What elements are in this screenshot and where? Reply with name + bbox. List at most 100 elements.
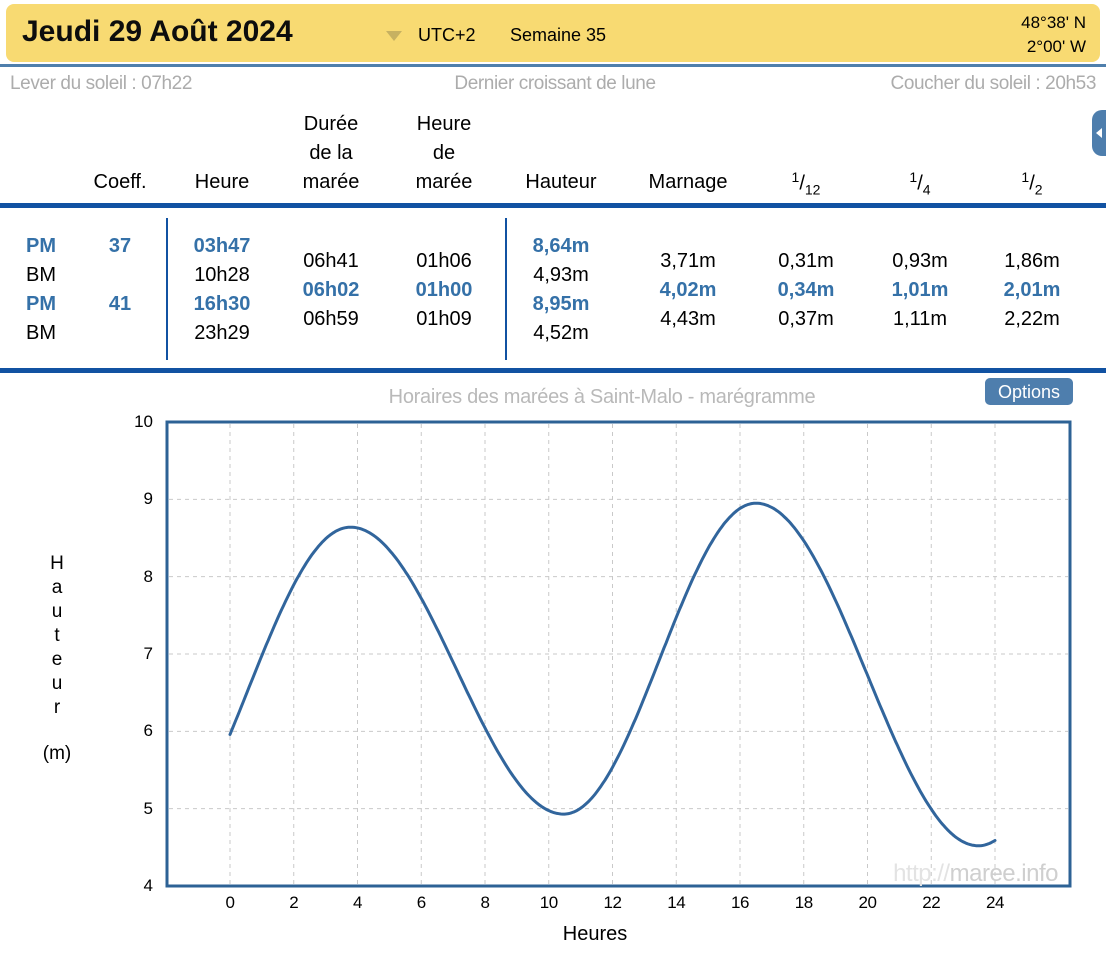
col-header-heure-maree-1: Heure: [416, 113, 472, 135]
watermark-domain: maree.info: [949, 860, 1059, 887]
fraction-numerator: 1: [791, 169, 800, 185]
x-axis-tick-label: 8: [480, 893, 490, 912]
chevron-left-icon: [1096, 128, 1102, 138]
col-header-marnage: Marnage: [648, 171, 728, 193]
x-axis-tick-label: 0: [225, 893, 235, 912]
fraction-numerator: 1: [1021, 169, 1030, 185]
col-header-quarter: 1/4: [909, 169, 931, 198]
tide-type-cell: PM: [26, 293, 56, 315]
half-cell: 2,22m: [1004, 308, 1060, 330]
x-axis-tick-label: 20: [858, 893, 877, 912]
date-dropdown-arrow-icon[interactable]: [386, 31, 402, 41]
table-header-divider-bar: [0, 203, 1106, 208]
col-header-coeff: Coeff.: [93, 171, 147, 193]
x-axis-tick-label: 22: [922, 893, 941, 912]
col-header-half: 1/2: [1021, 169, 1043, 198]
chart-section-divider-bar: [0, 368, 1106, 373]
tide-type-cell: PM: [26, 235, 56, 257]
side-tab[interactable]: [1092, 110, 1106, 156]
col-header-duree-2: de la: [309, 142, 353, 164]
table-divider-line: [505, 218, 507, 360]
moon-phase-label: Dernier croissant de lune: [454, 73, 656, 94]
tide-curve: [228, 501, 997, 848]
tide-time-cell: 03h47: [193, 235, 251, 257]
col-header-duree-1: Durée: [303, 113, 359, 135]
y-axis-tick-label: 5: [143, 798, 153, 818]
coordinates: 48°38' N 2°00' W: [1021, 11, 1086, 59]
tide-time-cell: 16h30: [193, 293, 251, 315]
x-axis-tick-label: 2: [289, 893, 299, 912]
y-axis-tick-label: 8: [143, 566, 153, 586]
date-title[interactable]: Jeudi 29 Août 2024: [22, 15, 293, 48]
header-divider: [0, 64, 1106, 67]
quarter-cell: 0,93m: [892, 250, 948, 272]
tide-duration-cell: 06h41: [303, 250, 359, 272]
tide-duration-cell: 06h59: [303, 308, 359, 330]
x-axis-tick-label: 16: [731, 893, 749, 912]
half-cell: 1,86m: [1004, 250, 1060, 272]
y-axis-tick-label: 6: [143, 721, 153, 741]
y-axis-tick-label: 7: [143, 644, 153, 663]
x-axis-tick-label: 10: [539, 893, 558, 912]
sunrise-label: Lever du soleil : 07h22: [10, 73, 192, 94]
col-header-heure-maree-3: marée: [415, 171, 473, 193]
plot-frame: [165, 420, 1072, 888]
tide-hour-cell: 01h00: [415, 279, 473, 301]
height-cell: 4,52m: [533, 322, 589, 344]
quarter-cell: 1,11m: [892, 308, 948, 330]
week-label: Semaine 35: [510, 25, 607, 45]
col-header-duree-3: marée: [302, 171, 360, 193]
fraction-denominator: 2: [1034, 181, 1043, 198]
x-axis-tick-label: 12: [603, 893, 622, 912]
tide-time-cell: 10h28: [194, 264, 250, 286]
y-axis-unit: (m): [42, 743, 72, 764]
x-axis-tick-label: 6: [416, 893, 426, 912]
x-axis-title: Heures: [562, 923, 628, 945]
longitude-label: 2°00' W: [1026, 37, 1086, 56]
fraction-denominator: 12: [804, 181, 821, 198]
col-header-hauteur: Hauteur: [525, 171, 597, 193]
x-axis-tick-label: 18: [794, 893, 813, 912]
options-button[interactable]: Options: [985, 378, 1073, 405]
watermark: http://maree.info: [893, 860, 1058, 888]
coeff-cell: 41: [108, 293, 132, 315]
col-header-heure: Heure: [194, 171, 250, 193]
x-axis-tick-label: 14: [667, 893, 686, 912]
height-cell: 8,64m: [532, 235, 590, 257]
col-header-heure-maree-2: de: [432, 142, 456, 164]
tide-type-cell: BM: [26, 264, 56, 286]
twelfth-cell: 0,31m: [778, 250, 834, 272]
tide-time-cell: 23h29: [194, 322, 250, 344]
x-axis-tick-label: 4: [353, 893, 362, 912]
twelfth-cell: 0,37m: [778, 308, 834, 330]
col-header-twelfth: 1/12: [791, 169, 821, 198]
tide-type-cell: BM: [26, 322, 56, 344]
fraction-numerator: 1: [909, 169, 918, 185]
quarter-cell: 1,01m: [891, 279, 949, 301]
height-cell: 8,95m: [532, 293, 590, 315]
twelfth-cell: 0,34m: [777, 279, 835, 301]
y-axis-tick-label: 9: [143, 489, 153, 509]
y-axis-tick-label: 4: [143, 876, 153, 895]
range-cell: 4,02m: [659, 279, 717, 301]
tide-hour-cell: 01h06: [416, 250, 472, 272]
range-cell: 3,71m: [660, 250, 716, 272]
fraction-denominator: 4: [922, 181, 931, 198]
tide-duration-cell: 06h02: [302, 279, 360, 301]
range-cell: 4,43m: [660, 308, 716, 330]
date-header-bar: Jeudi 29 Août 2024 UTC+2 Semaine 35 48°3…: [6, 4, 1100, 62]
y-axis-title: H a u t e u r: [50, 553, 64, 718]
astro-row: Lever du soleil : 07h22 Dernier croissan…: [0, 73, 1106, 97]
watermark-protocol: http://: [893, 860, 950, 887]
chart-title: Horaires des marées à Saint-Malo - marég…: [388, 386, 816, 408]
y-axis-tick-label: 10: [134, 412, 153, 431]
x-axis-tick-label: 24: [986, 893, 1004, 912]
latitude-label: 48°38' N: [1021, 13, 1086, 32]
height-cell: 4,93m: [533, 264, 589, 286]
coeff-cell: 37: [108, 235, 132, 257]
timezone-label: UTC+2: [418, 25, 476, 45]
table-divider-line: [166, 218, 168, 360]
tide-hour-cell: 01h09: [416, 308, 472, 330]
